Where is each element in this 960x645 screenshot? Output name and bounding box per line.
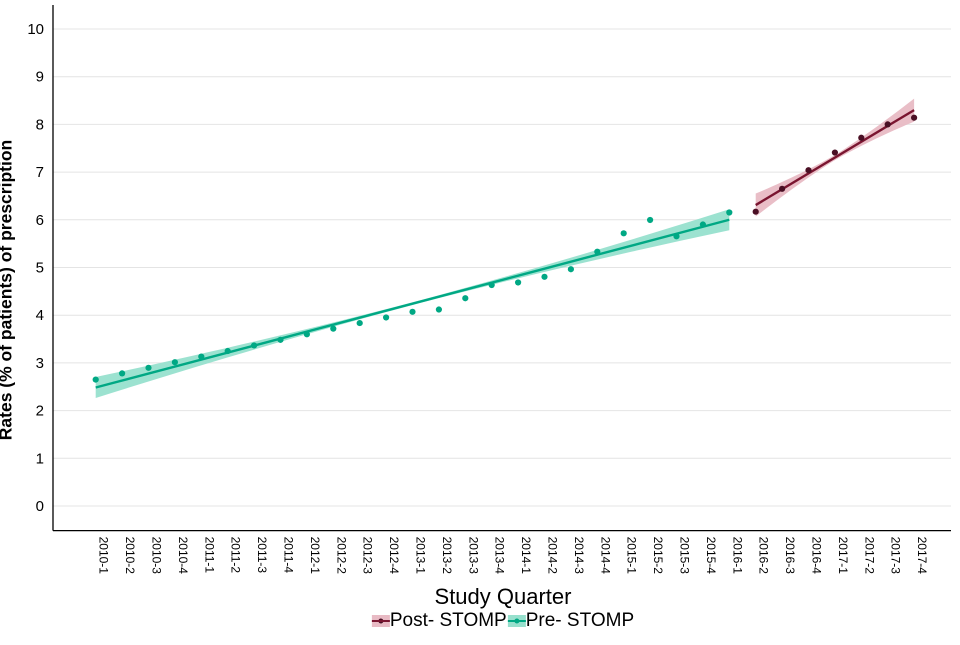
svg-text:2014-2: 2014-2 bbox=[546, 537, 560, 575]
svg-text:6: 6 bbox=[36, 212, 44, 229]
svg-text:2013-3: 2013-3 bbox=[466, 537, 480, 575]
svg-text:2014-3: 2014-3 bbox=[572, 537, 586, 575]
svg-text:2013-1: 2013-1 bbox=[414, 537, 428, 575]
svg-text:2017-1: 2017-1 bbox=[836, 537, 850, 575]
svg-text:7: 7 bbox=[36, 164, 44, 181]
svg-text:2015-1: 2015-1 bbox=[625, 537, 639, 575]
svg-text:2: 2 bbox=[36, 403, 44, 420]
svg-text:2015-4: 2015-4 bbox=[704, 537, 718, 575]
svg-text:2014-4: 2014-4 bbox=[598, 537, 612, 575]
svg-text:2011-1: 2011-1 bbox=[202, 537, 216, 574]
svg-text:2010-4: 2010-4 bbox=[176, 537, 190, 575]
svg-text:10: 10 bbox=[27, 21, 44, 38]
svg-text:3: 3 bbox=[36, 355, 44, 372]
svg-text:2017-3: 2017-3 bbox=[889, 537, 903, 575]
svg-text:2012-4: 2012-4 bbox=[387, 537, 401, 575]
svg-text:2011-3: 2011-3 bbox=[255, 537, 269, 574]
svg-text:2012-1: 2012-1 bbox=[308, 537, 322, 575]
svg-text:2011-2: 2011-2 bbox=[229, 537, 243, 574]
svg-text:2010-1: 2010-1 bbox=[97, 537, 111, 575]
svg-text:2010-3: 2010-3 bbox=[150, 537, 164, 575]
svg-text:2013-2: 2013-2 bbox=[440, 537, 454, 575]
svg-text:2012-2: 2012-2 bbox=[334, 537, 348, 575]
svg-text:5: 5 bbox=[36, 260, 44, 277]
svg-text:2016-3: 2016-3 bbox=[783, 537, 797, 575]
svg-text:2012-3: 2012-3 bbox=[361, 537, 375, 575]
svg-text:9: 9 bbox=[36, 69, 44, 86]
svg-text:2017-2: 2017-2 bbox=[862, 537, 876, 575]
svg-text:4: 4 bbox=[36, 307, 44, 324]
svg-text:2011-4: 2011-4 bbox=[282, 537, 296, 574]
svg-text:0: 0 bbox=[36, 498, 44, 515]
svg-text:2015-3: 2015-3 bbox=[678, 537, 692, 575]
svg-text:1: 1 bbox=[36, 450, 44, 467]
svg-text:2010-2: 2010-2 bbox=[123, 537, 137, 575]
svg-text:2013-4: 2013-4 bbox=[493, 537, 507, 575]
svg-text:8: 8 bbox=[36, 116, 44, 133]
svg-text:2014-1: 2014-1 bbox=[519, 537, 533, 575]
svg-text:2015-2: 2015-2 bbox=[651, 537, 665, 575]
svg-text:2017-4: 2017-4 bbox=[915, 537, 929, 575]
svg-text:2016-2: 2016-2 bbox=[757, 537, 771, 575]
svg-text:2016-1: 2016-1 bbox=[730, 537, 744, 575]
svg-text:2016-4: 2016-4 bbox=[810, 537, 824, 575]
